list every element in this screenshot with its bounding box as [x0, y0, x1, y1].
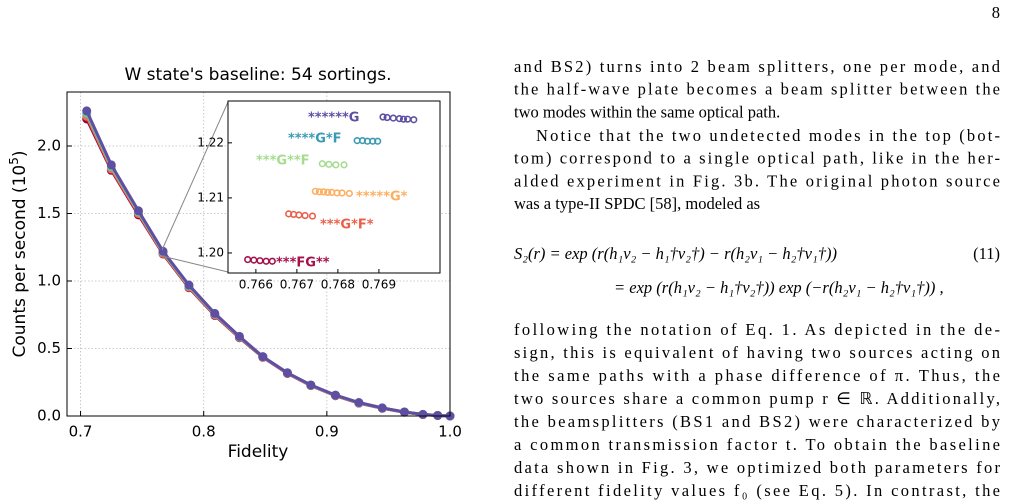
equation-number: (11) [973, 244, 1000, 263]
text-line: the half-wave plate becomes a beam split… [514, 80, 1000, 99]
text-line: was a type-II SPDC [58], modeled as [514, 194, 760, 213]
data-point [306, 380, 316, 390]
data-point [354, 398, 364, 407]
text-line: sign, this is equivalent of having two s… [514, 343, 1000, 362]
inset-point [268, 257, 276, 265]
x-axis-label: Fidelity [228, 442, 289, 462]
inset-point [324, 188, 332, 196]
inset-point [315, 188, 324, 196]
inset-x-tick-label: 0.767 [280, 278, 314, 292]
inset-point [379, 113, 387, 121]
x-tick-label: 1.0 [438, 423, 462, 441]
group-label: ***G*F* [320, 218, 374, 233]
inset-point [345, 189, 353, 198]
inset-point [395, 115, 404, 123]
group-label: *****G* [356, 190, 408, 205]
inset-y-tick-label: 1.22 [197, 135, 224, 149]
group-label: ***FG** [276, 256, 330, 271]
y-tick-label: 1.0 [37, 272, 61, 290]
chart-title: W state's baseline: 54 sortings. [124, 65, 391, 85]
group-label: ******G [308, 111, 359, 126]
y-tick-label: 0.0 [37, 407, 61, 425]
data-point [82, 106, 92, 116]
inset-y-tick-label: 1.20 [197, 245, 224, 259]
x-tick-label: 0.8 [192, 423, 216, 441]
y-tick-label: 0.5 [37, 339, 61, 357]
text-line: Notice that the two undetected modes in … [536, 126, 1000, 145]
data-point [133, 206, 143, 216]
plot-frame [66, 91, 451, 417]
inset-point [318, 160, 326, 168]
inset-y-tick-label: 1.21 [197, 190, 224, 204]
data-point [418, 409, 428, 419]
page-number: 8 [992, 3, 1000, 22]
text-line: alded experiment in Fig. 3b. The origina… [514, 171, 1000, 190]
data-point [399, 407, 409, 417]
data-point [330, 390, 340, 400]
inset-point [311, 187, 319, 195]
data-point [210, 308, 220, 318]
x-tick-label: 0.9 [315, 423, 339, 441]
text-line: following the notation of Eq. 1. As depi… [514, 320, 1000, 339]
inset-background [227, 100, 441, 274]
y-label-text: Counts per second (10 [10, 165, 30, 358]
group-label: ***G**F [256, 154, 310, 169]
inset-point [325, 160, 333, 168]
data-point [234, 331, 244, 341]
inset-point [338, 189, 346, 197]
inset-x-tick-label: 0.768 [321, 278, 355, 292]
inset-x-tick-label: 0.769 [362, 278, 396, 292]
data-point [377, 403, 387, 413]
inset-point [319, 188, 328, 196]
inset-x-tick-label: 0.766 [239, 278, 273, 292]
y-label-end: ) [10, 151, 30, 158]
data-point [433, 410, 443, 420]
inset-point [374, 137, 382, 145]
body-text: and BS2) turns into 2 beam splitters, on… [514, 57, 1001, 500]
text-line: the same paths with a phase difference o… [514, 366, 1000, 385]
data-point [258, 352, 268, 362]
data-point [106, 160, 116, 170]
main-plot: 0.7 0.8 0.9 1.0 0.0 0.5 1.0 1.5 2.0 [37, 91, 462, 441]
zoom-connectors [161, 101, 229, 273]
inset-point [410, 116, 418, 124]
y-axis-label: Counts per second (105) [7, 151, 31, 358]
text-line: tom) correspond to a single optical path… [514, 149, 1000, 168]
inset-point [399, 115, 408, 123]
inset-point [308, 212, 317, 220]
text-line: a common transmission factor t. To obtai… [514, 435, 1000, 454]
y-tick-label: 2.0 [37, 137, 61, 155]
equation-line: = exp (r(h₁v₂ − h₁†v₂†)) exp (−r(h₂v₁ − … [614, 278, 944, 297]
data-point [282, 368, 292, 378]
text-line: different fidelity values f₀ (see Eq. 5)… [514, 481, 1000, 500]
inset-point [340, 161, 348, 169]
text-line: the beamsplitters (BS1 and BS2) were cha… [514, 412, 1001, 431]
x-tick-label: 0.7 [69, 423, 93, 441]
data-point [184, 280, 194, 290]
text-line: and BS2) turns into 2 beam splitters, on… [514, 57, 1001, 76]
text-line: two sources share a common pump r ∈ ℝ. A… [514, 389, 1000, 408]
equation-line: S₂(r) = exp (r(h₁v₂ − h₁†v₂†) − r(h₂v₁ −… [514, 244, 837, 263]
text-line: data shown in Fig. 3, we optimized both … [514, 458, 1001, 477]
group-label: ****G*F [288, 132, 342, 147]
inset-point [301, 211, 309, 220]
y-label-exponent: 5 [7, 157, 21, 165]
inset-point [332, 161, 340, 169]
inset-plot: 0.766 0.767 0.768 0.769 1.20 1.21 1.22 ******G *… [197, 100, 441, 292]
y-tick-label: 1.5 [37, 204, 61, 222]
text-line: two modes within the same optical path. [514, 102, 780, 121]
